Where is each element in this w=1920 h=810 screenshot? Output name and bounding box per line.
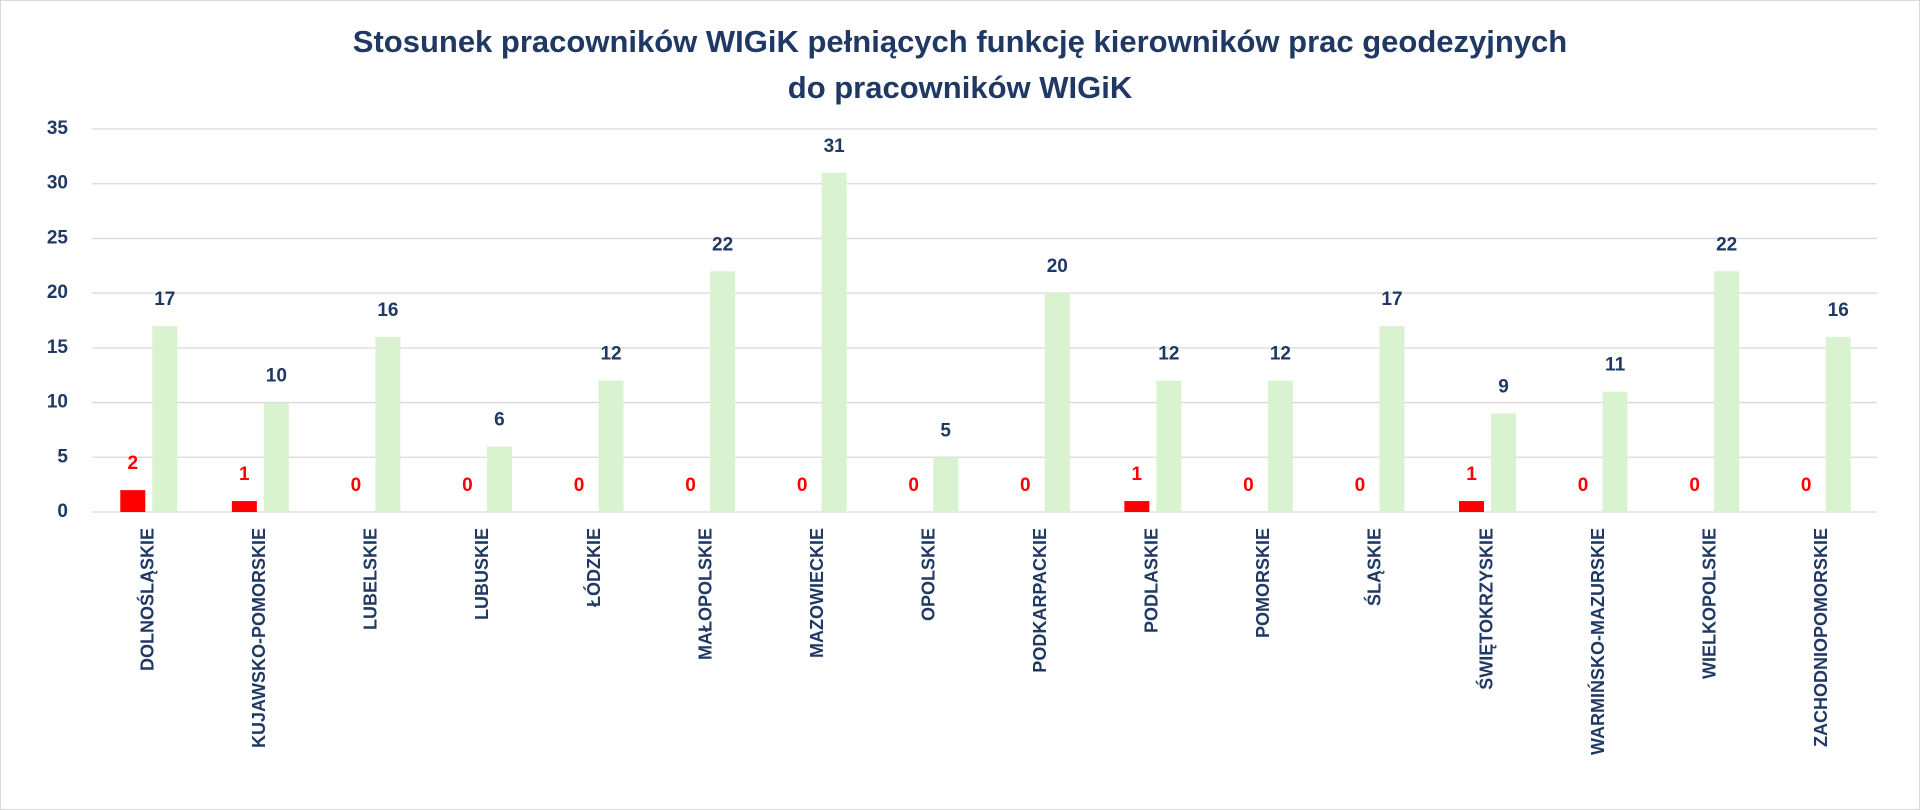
- bar: [710, 271, 736, 512]
- value-label: 0: [685, 475, 696, 496]
- x-tick-label: POMORSKIE: [1253, 528, 1273, 638]
- value-label: 12: [1270, 344, 1291, 365]
- value-label: 0: [1020, 475, 1031, 496]
- value-label: 0: [1243, 475, 1254, 496]
- bar: [1459, 501, 1485, 512]
- y-tick-label: 30: [47, 173, 68, 194]
- bar: [375, 336, 401, 512]
- value-label: 0: [1355, 475, 1366, 496]
- bar: [821, 172, 847, 512]
- value-label: 0: [351, 475, 362, 496]
- value-label: 0: [908, 475, 919, 496]
- y-tick-label: 20: [47, 282, 68, 303]
- bar: [1044, 293, 1070, 512]
- bar: [120, 490, 146, 512]
- value-label: 10: [266, 366, 287, 387]
- bar: [263, 402, 289, 512]
- value-label: 31: [824, 136, 846, 157]
- x-tick-label: ŚWIĘTOKRZYSKIE: [1475, 528, 1496, 690]
- y-tick-label: 5: [57, 446, 68, 467]
- value-label: 22: [1716, 234, 1737, 255]
- value-label: 0: [797, 475, 808, 496]
- bar: [1714, 271, 1740, 512]
- value-label: 12: [1158, 344, 1179, 365]
- value-label: 0: [1578, 475, 1589, 496]
- chart-title: do pracowników WIGiK: [788, 70, 1133, 105]
- bar: [598, 380, 624, 512]
- x-tick-label: ŚLĄSKIE: [1364, 528, 1385, 606]
- value-label: 12: [600, 344, 621, 365]
- bar: [1825, 336, 1851, 512]
- x-tick-label: PODKARPACKIE: [1030, 528, 1050, 673]
- bar: [231, 501, 257, 512]
- x-tick-label: LUBUSKIE: [472, 528, 492, 620]
- value-label: 20: [1047, 256, 1068, 277]
- x-tick-label: ŁÓDZKIE: [583, 528, 604, 607]
- x-tick-label: WIELKOPOLSKIE: [1699, 528, 1719, 679]
- value-label: 0: [462, 475, 473, 496]
- value-label: 16: [377, 300, 398, 321]
- value-label: 17: [1381, 289, 1402, 310]
- value-label: 22: [712, 234, 733, 255]
- bar: [1156, 380, 1182, 512]
- x-tick-label: KUJAWSKO-POMORSKIE: [249, 528, 269, 748]
- y-tick-label: 15: [47, 337, 69, 358]
- value-label: 1: [239, 464, 250, 485]
- bar: [1602, 391, 1628, 512]
- y-tick-label: 35: [47, 118, 69, 139]
- x-tick-label: LUBELSKIE: [361, 528, 381, 630]
- value-label: 6: [494, 409, 505, 430]
- value-label: 2: [127, 453, 138, 474]
- x-tick-label: MAŁOPOLSKIE: [695, 528, 715, 660]
- x-tick-label: ZACHODNIOPOMORSKIE: [1811, 528, 1831, 747]
- value-label: 11: [1605, 355, 1626, 376]
- chart-title: Stosunek pracowników WIGiK pełniących fu…: [353, 24, 1567, 59]
- bar: [933, 457, 959, 512]
- y-tick-label: 10: [47, 392, 68, 413]
- value-label: 1: [1132, 464, 1143, 485]
- y-tick-label: 0: [57, 501, 68, 522]
- value-label: 17: [154, 289, 175, 310]
- x-tick-label: DOLNOŚLĄSKIE: [137, 528, 158, 671]
- value-label: 16: [1828, 300, 1849, 321]
- value-label: 0: [1801, 475, 1812, 496]
- bar: [1379, 325, 1405, 512]
- value-label: 0: [1689, 475, 1700, 496]
- bar: [1267, 380, 1293, 512]
- value-label: 9: [1498, 377, 1509, 398]
- bar: [1124, 501, 1150, 512]
- x-tick-label: WARMIŃSKO-MAZURSKIE: [1587, 528, 1608, 755]
- x-tick-label: OPOLSKIE: [918, 528, 938, 621]
- bar: [1491, 413, 1517, 512]
- x-tick-label: MAZOWIECKIE: [807, 528, 827, 658]
- value-label: 1: [1466, 464, 1477, 485]
- x-tick-label: PODLASKIE: [1142, 528, 1162, 633]
- bar: [152, 325, 178, 512]
- value-label: 0: [574, 475, 585, 496]
- bar: [486, 446, 512, 512]
- value-label: 5: [940, 420, 951, 441]
- y-tick-label: 25: [47, 227, 69, 248]
